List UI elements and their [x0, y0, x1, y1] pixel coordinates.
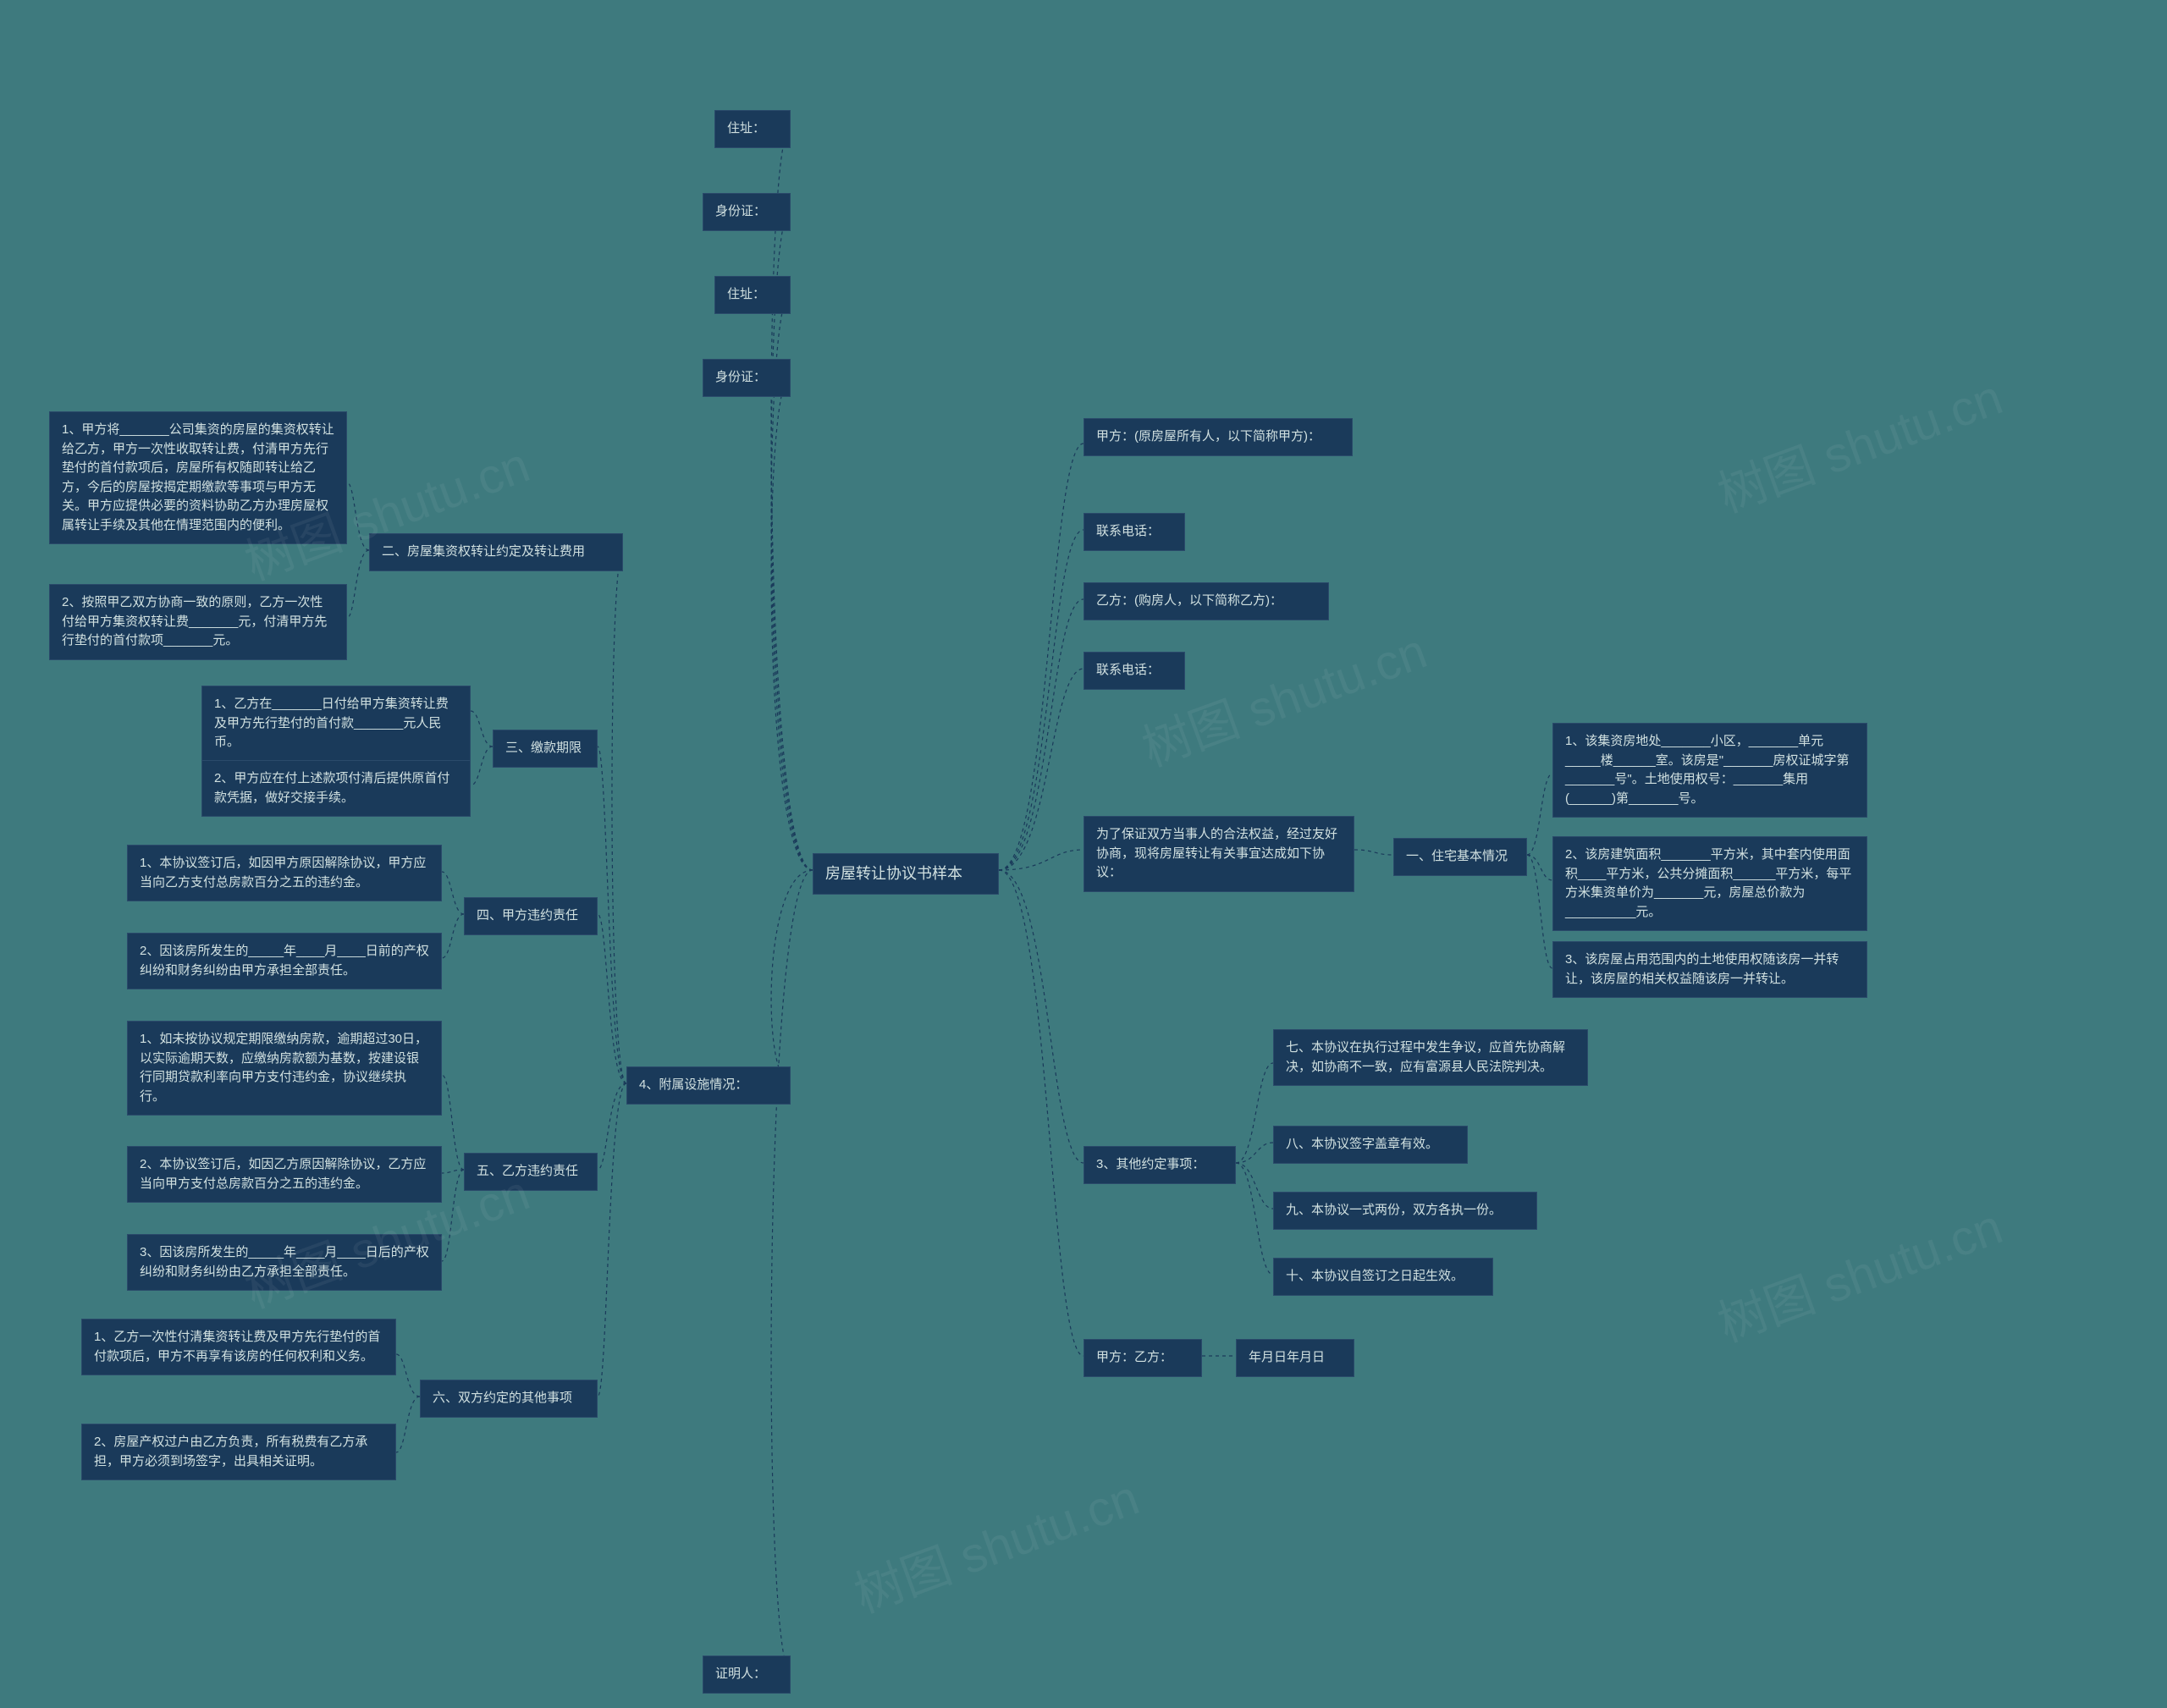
signature: 甲方：乙方： [1084, 1339, 1202, 1377]
section-5-item-3: 3、因该房所发生的_____年____月____日后的产权纠纷和财务纠纷由乙方承… [127, 1234, 442, 1291]
section-5-item-2: 2、本协议签订后，如因乙方原因解除协议，乙方应当向甲方支付总房款百分之五的违约金… [127, 1146, 442, 1203]
phone-b: 联系电话： [1084, 652, 1185, 690]
node-id-2: 身份证： [703, 359, 791, 397]
root-node: 房屋转让协议书样本 [813, 853, 999, 895]
other-item-10: 十、本协议自签订之日起生效。 [1273, 1258, 1493, 1296]
phone-a: 联系电话： [1084, 513, 1185, 551]
party-a: 甲方：(原房屋所有人，以下简称甲方)： [1084, 418, 1353, 456]
section-2: 二、房屋集资权转让约定及转让费用 [369, 533, 623, 571]
section-3-item-1: 1、乙方在_______日付给甲方集资转让费及甲方先行垫付的首付款_______… [201, 686, 471, 762]
other-item-8: 八、本协议签字盖章有效。 [1273, 1126, 1468, 1164]
watermark: 树图 shutu.cn [843, 1457, 1147, 1626]
watermark: 树图 shutu.cn [1707, 357, 2010, 526]
watermark: 树图 shutu.cn [1707, 1187, 2010, 1355]
section-3-item-2: 2、甲方应在付上述款项付清后提供原首付款凭据，做好交接手续。 [201, 760, 471, 817]
section-2-item-1: 1、甲方将_______公司集资的房屋的集资权转让给乙方，甲方一次性收取转让费，… [49, 411, 347, 544]
section-1-item-2: 2、该房建筑面积_______平方米，其中套内使用面积____平方米，公共分摊面… [1552, 836, 1867, 931]
section-5-item-1: 1、如未按协议规定期限缴纳房款，逾期超过30日，以实际逾期天数，应缴纳房款额为基… [127, 1021, 442, 1116]
signature-date: 年月日年月日 [1236, 1339, 1354, 1377]
section-4-item-2: 2、因该房所发生的_____年____月____日前的产权纠纷和财务纠纷由甲方承… [127, 933, 442, 989]
node-facilities: 4、附属设施情况： [626, 1066, 791, 1105]
node-witness: 证明人： [703, 1656, 791, 1694]
section-6-item-1: 1、乙方一次性付清集资转让费及甲方先行垫付的首付款项后，甲方不再享有该房的任何权… [81, 1319, 396, 1375]
section-4: 四、甲方违约责任 [464, 897, 598, 935]
section-1-item-1: 1、该集资房地处_______小区，_______单元_____楼______室… [1552, 723, 1867, 818]
section-3: 三、缴款期限 [493, 730, 598, 768]
section-4-item-1: 1、本协议签订后，如因甲方原因解除协议，甲方应当向乙方支付总房款百分之五的违约金… [127, 845, 442, 901]
other-item-7: 七、本协议在执行过程中发生争议，应首先协商解决，如协商不一致，应有富源县人民法院… [1273, 1029, 1588, 1086]
section-1-item-3: 3、该房屋占用范围内的土地使用权随该房一并转让，该房屋的相关权益随该房一并转让。 [1552, 941, 1867, 998]
node-address-1: 住址： [714, 110, 791, 148]
section-6-item-2: 2、房屋产权过户由乙方负责，所有税费有乙方承担，甲方必须到场签字，出具相关证明。 [81, 1424, 396, 1480]
other-item-9: 九、本协议一式两份，双方各执一份。 [1273, 1192, 1537, 1230]
node-address-2: 住址： [714, 276, 791, 314]
section-1: 一、住宅基本情况 [1393, 838, 1527, 876]
watermark: 树图 shutu.cn [1131, 611, 1435, 780]
section-2-item-2: 2、按照甲乙双方协商一致的原则，乙方一次性付给甲方集资权转让费_______元，… [49, 584, 347, 660]
node-id-1: 身份证： [703, 193, 791, 231]
agreement-intro: 为了保证双方当事人的合法权益，经过友好协商，现将房屋转让有关事宜达成如下协议： [1084, 816, 1354, 892]
other-matters: 3、其他约定事项： [1084, 1146, 1236, 1184]
section-5: 五、乙方违约责任 [464, 1153, 598, 1191]
party-b: 乙方：(购房人，以下简称乙方)： [1084, 582, 1329, 620]
section-6: 六、双方约定的其他事项 [420, 1380, 598, 1418]
